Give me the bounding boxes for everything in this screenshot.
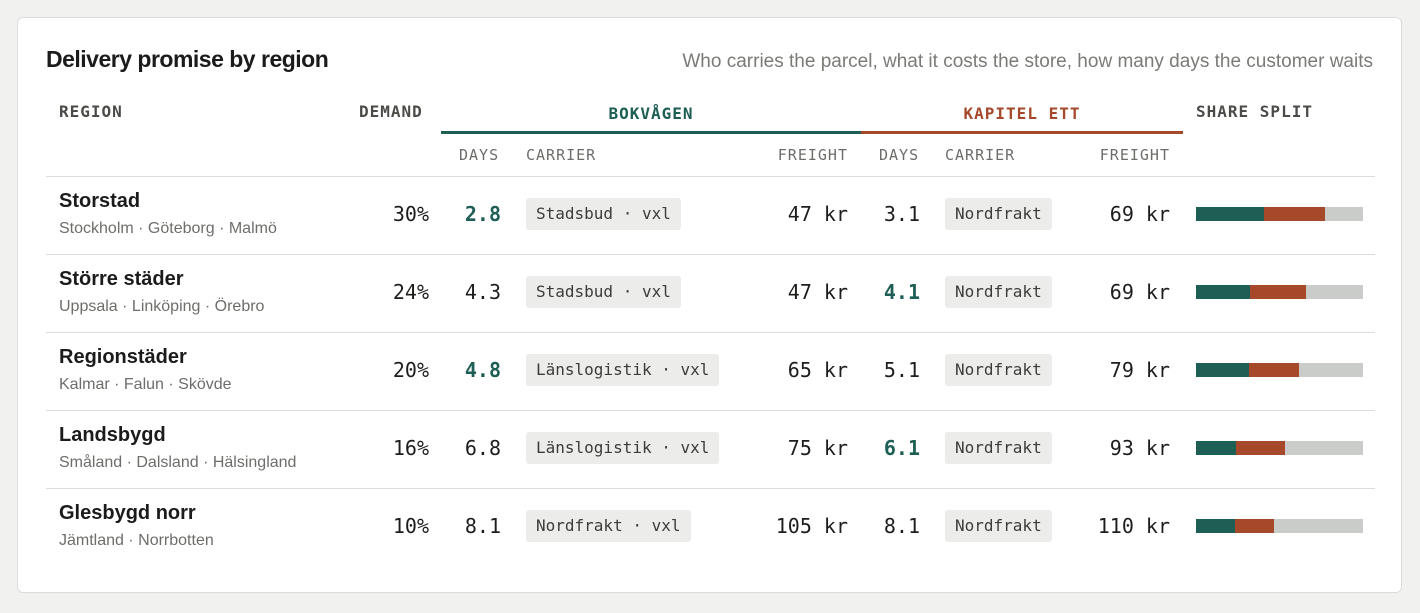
- store-underline-kapitel-ett: [861, 131, 1183, 134]
- column-header-demand[interactable]: DEMAND: [359, 102, 423, 121]
- bokvagen-days: 6.8: [464, 436, 501, 460]
- share-bokvagen-segment: [1196, 441, 1237, 455]
- delivery-promise-card: Delivery promise by region Who carries t…: [17, 17, 1402, 593]
- kapitel-ett-freight: 110 kr: [1097, 514, 1170, 538]
- store-header-kapitel-ett: KAPITEL ETT: [963, 104, 1081, 123]
- share-bokvagen-segment: [1196, 207, 1265, 221]
- table-row[interactable]: Regionstäder Kalmar · Falun · Skövde 20% 4.…: [18, 332, 1403, 410]
- table-row[interactable]: Landsbygd Småland · Dalsland · Hälsinglan…: [18, 410, 1403, 488]
- bokvagen-days: 4.8: [464, 358, 501, 382]
- share-split-bar: [1196, 363, 1363, 377]
- card-subtitle: Who carries the parcel, what it costs th…: [682, 51, 1373, 72]
- share-kapitel-ett-segment: [1236, 441, 1285, 455]
- row-divider: [46, 410, 1375, 411]
- kapitel-ett-carrier-tag: Nordfrakt: [945, 276, 1052, 308]
- table-row[interactable]: Storstad Stockholm · Göteborg · Malmö 30% 2…: [18, 176, 1403, 254]
- kapitel-ett-freight: 69 kr: [1109, 280, 1170, 304]
- row-divider: [46, 332, 1375, 333]
- region-cities: Uppsala · Linköping · Örebro: [59, 298, 265, 315]
- region-name: Större städer: [59, 268, 184, 290]
- kapitel-ett-days: 6.1: [883, 436, 920, 460]
- bokvagen-carrier-tag: Länslogistik · vxl: [526, 432, 720, 464]
- share-bokvagen-segment: [1196, 285, 1251, 299]
- subheader-carrier-a[interactable]: CARRIER: [526, 146, 597, 164]
- bokvagen-carrier-tag: Stadsbud · vxl: [526, 276, 681, 308]
- share-bokvagen-segment: [1196, 363, 1250, 377]
- store-underline-bokvagen: [441, 131, 861, 134]
- kapitel-ett-days: 3.1: [883, 202, 920, 226]
- bokvagen-carrier-tag: Stadsbud · vxl: [526, 198, 681, 230]
- row-divider: [46, 176, 1375, 177]
- share-bokvagen-segment: [1196, 519, 1236, 533]
- share-kapitel-ett-segment: [1235, 519, 1274, 533]
- subheader-carrier-b[interactable]: CARRIER: [945, 146, 1016, 164]
- demand-value: 30%: [392, 202, 429, 226]
- bokvagen-freight: 47 kr: [787, 202, 848, 226]
- subheader-days-a[interactable]: DAYS: [459, 146, 500, 164]
- region-cities: Stockholm · Göteborg · Malmö: [59, 220, 277, 237]
- bokvagen-days: 2.8: [464, 202, 501, 226]
- kapitel-ett-freight: 69 kr: [1109, 202, 1170, 226]
- kapitel-ett-freight: 79 kr: [1109, 358, 1170, 382]
- share-kapitel-ett-segment: [1264, 207, 1325, 221]
- share-kapitel-ett-segment: [1250, 285, 1307, 299]
- kapitel-ett-carrier-tag: Nordfrakt: [945, 432, 1052, 464]
- store-header-bokvagen: BOKVÅGEN: [608, 104, 694, 123]
- kapitel-ett-days: 8.1: [883, 514, 920, 538]
- region-name: Landsbygd: [59, 424, 166, 446]
- demand-value: 16%: [392, 436, 429, 460]
- bokvagen-freight: 105 kr: [775, 514, 848, 538]
- kapitel-ett-carrier-tag: Nordfrakt: [945, 198, 1052, 230]
- share-kapitel-ett-segment: [1249, 363, 1299, 377]
- bokvagen-carrier-tag: Länslogistik · vxl: [526, 354, 720, 386]
- demand-value: 24%: [392, 280, 429, 304]
- bokvagen-days: 4.3: [464, 280, 501, 304]
- kapitel-ett-days: 5.1: [883, 358, 920, 382]
- card-title: Delivery promise by region: [46, 46, 329, 72]
- row-divider: [46, 254, 1375, 255]
- bokvagen-days: 8.1: [464, 514, 501, 538]
- table-row[interactable]: Större städer Uppsala · Linköping · Örebr…: [18, 254, 1403, 332]
- region-name: Glesbygd norr: [59, 502, 196, 524]
- bokvagen-freight: 47 kr: [787, 280, 848, 304]
- bokvagen-freight: 65 kr: [787, 358, 848, 382]
- region-cities: Småland · Dalsland · Hälsingland: [59, 454, 297, 471]
- table-row[interactable]: Glesbygd norr Jämtland · Norrbotten 10% 8.1…: [18, 488, 1403, 566]
- region-name: Regionstäder: [59, 346, 187, 368]
- share-split-bar: [1196, 285, 1363, 299]
- column-header-share-split[interactable]: SHARE SPLIT: [1196, 102, 1313, 121]
- region-name: Storstad: [59, 190, 141, 212]
- row-divider: [46, 488, 1375, 489]
- subheader-freight-a[interactable]: FREIGHT: [777, 146, 848, 164]
- kapitel-ett-freight: 93 kr: [1109, 436, 1170, 460]
- demand-value: 10%: [392, 514, 429, 538]
- share-split-bar: [1196, 441, 1363, 455]
- kapitel-ett-carrier-tag: Nordfrakt: [945, 354, 1052, 386]
- bokvagen-freight: 75 kr: [787, 436, 848, 460]
- region-cities: Kalmar · Falun · Skövde: [59, 376, 232, 393]
- column-header-region[interactable]: REGION: [59, 102, 123, 121]
- demand-value: 20%: [392, 358, 429, 382]
- region-cities: Jämtland · Norrbotten: [59, 532, 214, 549]
- kapitel-ett-carrier-tag: Nordfrakt: [945, 510, 1052, 542]
- subheader-freight-b[interactable]: FREIGHT: [1099, 146, 1170, 164]
- share-split-bar: [1196, 207, 1363, 221]
- share-split-bar: [1196, 519, 1363, 533]
- bokvagen-carrier-tag: Nordfrakt · vxl: [526, 510, 691, 542]
- kapitel-ett-days: 4.1: [883, 280, 920, 304]
- subheader-days-b[interactable]: DAYS: [879, 146, 920, 164]
